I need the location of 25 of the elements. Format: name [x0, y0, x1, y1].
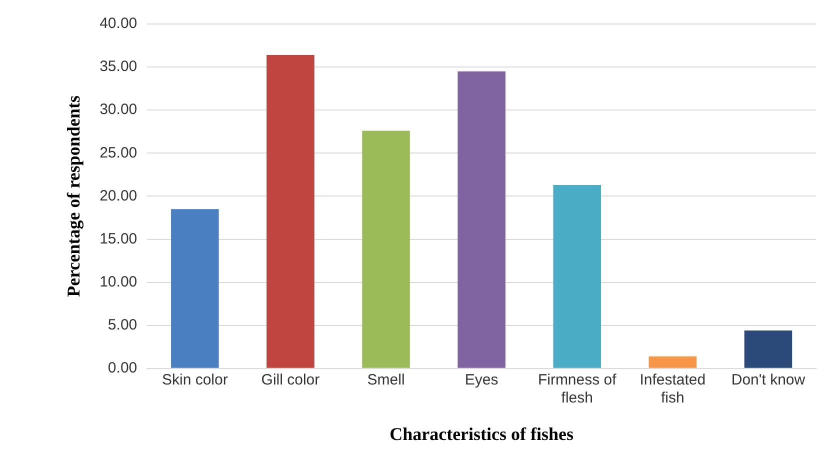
y-tick-label: 10.00: [100, 273, 138, 290]
x-axis-title: Characteristics of fishes: [390, 424, 574, 444]
bar: [362, 130, 410, 368]
y-tick-label: 40.00: [100, 15, 138, 32]
y-tick-label: 15.00: [100, 230, 138, 248]
bar: [266, 54, 314, 368]
y-tick-label: 35.00: [100, 58, 138, 76]
x-tick-label: Firmness of flesh: [538, 372, 618, 407]
bar: [458, 71, 506, 368]
x-tick-label: Don't know: [731, 372, 806, 389]
x-tick-label: Gill color: [261, 372, 320, 389]
x-tick-label: Smell: [367, 372, 405, 389]
y-tick-label: 25.00: [100, 144, 138, 162]
bar: [171, 209, 219, 368]
x-tick-label: Eyes: [464, 372, 498, 389]
y-tick-label: 0.00: [108, 360, 138, 377]
x-tick-label: Skin color: [162, 372, 228, 389]
bar: [648, 356, 697, 368]
y-tick-label: 20.00: [100, 187, 138, 204]
x-tick-label: Infestated fish: [640, 372, 706, 407]
bar: [744, 330, 792, 368]
bar: [553, 185, 602, 368]
y-axis-title: Percentage of respondents: [63, 96, 84, 297]
y-tick-label: 5.00: [108, 316, 138, 334]
y-tick-label: 30.00: [100, 101, 138, 118]
